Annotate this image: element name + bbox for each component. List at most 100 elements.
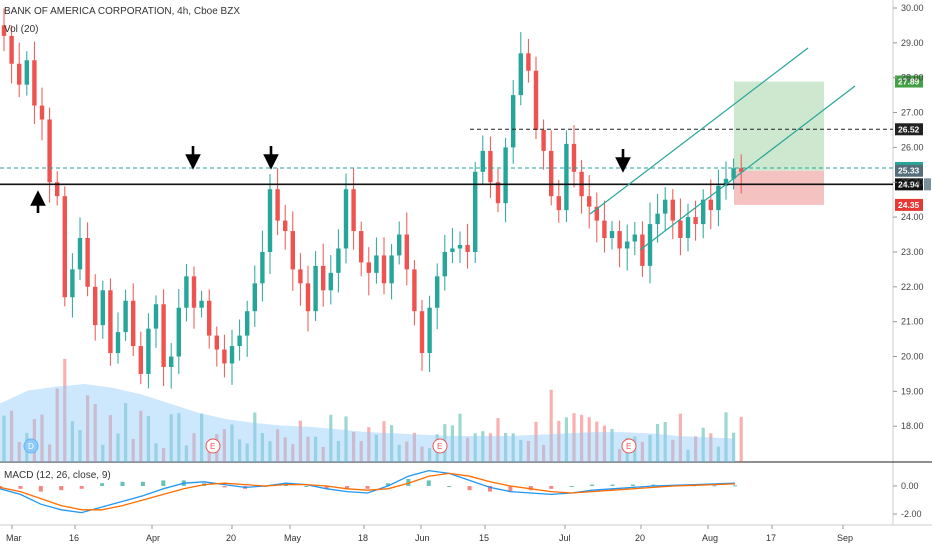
candle-body: [632, 234, 637, 242]
candle-body: [267, 189, 273, 252]
candle-body: [184, 276, 189, 308]
candle-body: [24, 60, 29, 85]
candle-body: [191, 276, 197, 308]
macd-histogram-bar: [528, 486, 533, 491]
volume-bar: [694, 436, 698, 462]
candle-body: [518, 53, 523, 96]
price-tag: [895, 75, 923, 88]
volume-bar: [116, 433, 120, 462]
channel-bottom-line: [639, 85, 856, 251]
candle-body: [77, 238, 83, 270]
volume-bar: [268, 441, 272, 462]
candle-body: [541, 129, 546, 151]
candle-body: [381, 255, 387, 284]
event-badge-label: E: [437, 442, 442, 451]
candle-body: [731, 168, 736, 179]
volume-bar: [450, 425, 454, 462]
volume-label: Vol (20): [4, 24, 39, 35]
candle-body: [442, 251, 447, 277]
macd-histogram-bar: [304, 486, 309, 487]
macd-histogram-bar: [733, 485, 737, 487]
volume-bar: [519, 439, 523, 462]
event-badge-label: D: [28, 442, 34, 451]
volume-bar: [466, 437, 470, 462]
candle-body: [549, 150, 554, 197]
candle-body: [716, 185, 721, 211]
volume-bar: [48, 444, 52, 462]
candle-body: [419, 311, 425, 354]
volume-bar: [739, 416, 743, 462]
candle-body: [108, 290, 113, 354]
macd-histogram-bar: [385, 483, 390, 486]
macd-histogram-bar: [38, 486, 43, 492]
volume-bar: [238, 439, 242, 462]
price-axis: 18.00 19.00 20.00 21.00 22.00 23.00 24.00 25.00…: [893, 3, 924, 431]
macd-histogram-bar: [365, 486, 370, 489]
macd-histogram-bar: [79, 486, 84, 489]
candle-body: [708, 199, 713, 211]
macd-label: MACD (12, 26, close, 9): [4, 470, 111, 481]
x-tick-label: 20: [226, 533, 236, 543]
candle-body: [647, 224, 653, 266]
candle-body: [252, 283, 257, 312]
volume-bar: [412, 432, 416, 462]
volume-bar: [162, 448, 166, 462]
candle-body: [594, 206, 599, 221]
x-tick-label: 17: [766, 533, 776, 543]
candle-body: [670, 199, 675, 221]
macd-histogram-bar: [222, 486, 227, 488]
volume-bar: [146, 415, 150, 462]
candle-body: [602, 220, 607, 239]
volume-bar: [184, 445, 188, 462]
candle-body: [199, 300, 204, 308]
volume-bar: [481, 431, 485, 462]
position-zones: [734, 81, 824, 205]
candle-body: [313, 265, 318, 312]
macd-histogram-bar: [467, 486, 472, 491]
candle-body: [374, 255, 379, 273]
volume-bar: [382, 421, 386, 462]
volume-bar: [496, 418, 500, 462]
volume-bar: [686, 449, 690, 462]
volume-bar: [602, 425, 606, 462]
candle-body: [70, 269, 75, 298]
volume-bar: [131, 438, 135, 462]
volume-bar: [192, 433, 196, 462]
candle-body: [115, 332, 121, 354]
volume-bar: [504, 432, 508, 462]
candle-body: [495, 182, 501, 204]
volume-bar: [336, 440, 340, 462]
candle-body: [556, 196, 561, 211]
volume-bar: [374, 434, 378, 462]
volume-bar: [2, 415, 6, 462]
volume-bar: [306, 436, 310, 462]
macd-histogram-bar: [120, 481, 125, 486]
macd-histogram-bar: [630, 484, 635, 486]
candle-body: [237, 335, 242, 347]
volume-bar: [397, 444, 401, 462]
candle-body: [450, 248, 455, 252]
candle-body: [298, 269, 303, 284]
candle-body: [511, 95, 516, 148]
volume-bar: [108, 415, 112, 462]
price-tag: [895, 164, 923, 177]
volume-bar: [86, 395, 90, 462]
candle-body: [533, 70, 539, 130]
candle-body: [245, 311, 250, 336]
price-tag-label: 25.33: [898, 166, 920, 176]
volume-bar: [63, 358, 67, 462]
x-tick-label: Aug: [702, 533, 718, 543]
volume-bar: [154, 443, 158, 462]
y-tick-label: 21.00: [901, 317, 924, 327]
x-tick-label: Apr: [146, 533, 160, 543]
macd-line: [0, 469, 736, 514]
volume-bar: [329, 414, 333, 462]
candle-body: [488, 150, 493, 183]
candle-body: [222, 349, 227, 364]
volume-bar: [291, 444, 295, 462]
volume-bar: [511, 433, 515, 462]
volume-bar: [648, 435, 652, 462]
x-tick-label: 16: [69, 533, 79, 543]
